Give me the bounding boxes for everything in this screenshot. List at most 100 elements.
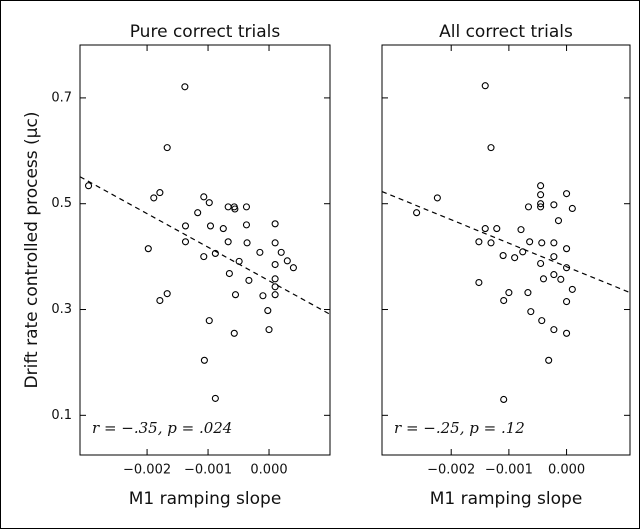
x-tick-label: 0.000 <box>250 463 287 478</box>
data-point <box>550 271 558 279</box>
data-point <box>230 329 238 337</box>
data-point <box>211 394 219 402</box>
data-point <box>200 193 208 201</box>
x-tick-label: −0.001 <box>184 463 232 478</box>
chart-title: Pure correct trials <box>130 22 281 42</box>
data-point <box>568 285 576 293</box>
y-tick-label: 0.7 <box>51 90 72 105</box>
data-point <box>271 291 279 299</box>
data-point <box>200 253 208 261</box>
data-point <box>264 307 272 315</box>
data-point <box>242 203 251 211</box>
data-point <box>156 296 164 305</box>
y-axis-label: Drift rate controlled process (μc) <box>22 112 42 389</box>
x-tick-label: −0.002 <box>123 463 171 478</box>
stat-annotation: r = −.35, p = .024 <box>92 419 232 437</box>
data-point <box>265 326 273 334</box>
data-point <box>150 194 158 202</box>
data-point <box>538 239 546 247</box>
data-point <box>563 329 571 337</box>
data-point <box>224 238 232 246</box>
data-point <box>487 239 495 247</box>
data-point <box>211 249 219 257</box>
data-point <box>537 191 545 199</box>
data-point <box>181 238 190 246</box>
data-point <box>550 239 558 247</box>
data-point <box>563 264 571 272</box>
chart-title: All correct trials <box>439 22 573 42</box>
data-point <box>563 190 571 198</box>
data-point <box>231 205 239 213</box>
data-point <box>245 276 253 284</box>
data-point <box>539 275 548 283</box>
data-point <box>487 144 495 152</box>
data-point <box>413 209 421 217</box>
data-point <box>475 278 483 287</box>
data-point <box>475 238 483 246</box>
data-point <box>256 248 264 256</box>
data-point <box>481 82 489 90</box>
data-point <box>537 259 545 268</box>
data-point <box>537 182 545 190</box>
data-point <box>225 269 233 278</box>
x-tick-label: 0.000 <box>548 463 585 478</box>
x-tick-label: −0.002 <box>427 463 475 478</box>
data-point <box>181 83 189 91</box>
data-point <box>231 291 240 299</box>
data-point <box>235 257 243 265</box>
fit-line <box>79 176 331 315</box>
data-point <box>511 254 519 262</box>
data-point <box>537 203 545 211</box>
data-point <box>550 326 558 334</box>
data-point <box>271 260 279 269</box>
data-point <box>84 182 93 190</box>
data-point <box>500 395 508 404</box>
data-point <box>271 220 279 228</box>
data-point <box>163 290 171 298</box>
data-point <box>481 225 489 233</box>
data-point <box>271 275 279 283</box>
data-point <box>526 238 534 246</box>
data-point <box>493 225 501 233</box>
data-point <box>500 296 508 305</box>
data-point <box>205 317 213 325</box>
data-point <box>156 189 164 197</box>
stat-annotation: r = −.25, p = .12 <box>394 419 525 437</box>
data-point <box>144 245 152 253</box>
data-point <box>181 222 190 230</box>
data-point <box>206 222 215 230</box>
y-tick-label: 0.5 <box>51 196 72 211</box>
data-point <box>200 356 208 364</box>
data-point <box>527 308 535 316</box>
data-point <box>205 199 213 207</box>
axes-frame <box>79 44 331 456</box>
data-point <box>554 217 563 225</box>
data-point <box>499 252 507 260</box>
data-point <box>524 203 533 211</box>
data-point <box>563 298 571 306</box>
x-tick-label: −0.001 <box>485 463 533 478</box>
data-point <box>550 201 558 209</box>
data-point <box>557 275 565 283</box>
data-point <box>259 292 267 300</box>
data-point <box>538 317 546 325</box>
data-point <box>568 204 576 213</box>
y-tick-label: 0.1 <box>51 408 72 423</box>
axes-frame <box>381 44 631 456</box>
data-point <box>242 221 251 229</box>
data-point <box>243 239 251 247</box>
data-point <box>537 200 545 208</box>
data-point <box>517 226 525 234</box>
data-point <box>563 245 571 253</box>
data-point <box>524 289 532 297</box>
data-point <box>163 144 171 152</box>
data-point <box>519 248 527 256</box>
data-point <box>545 356 553 364</box>
data-point <box>194 209 202 217</box>
data-point <box>271 239 279 247</box>
y-tick-label: 0.3 <box>51 302 72 317</box>
data-point <box>277 248 285 256</box>
x-axis-label: M1 ramping slope <box>129 489 282 509</box>
